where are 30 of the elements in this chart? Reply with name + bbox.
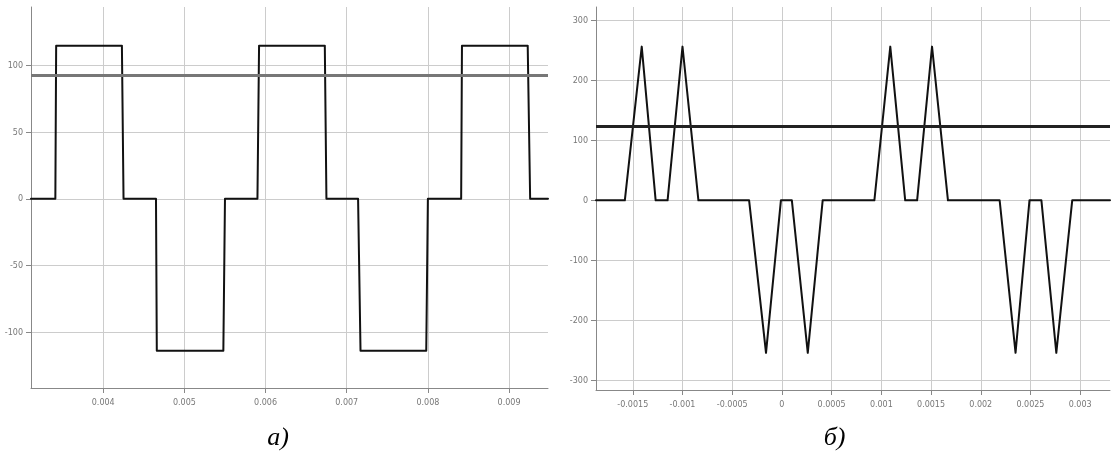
y-tick-label: 50 bbox=[12, 127, 23, 137]
y-tick-label: 0 bbox=[17, 194, 23, 204]
x-tick-label: 0.007 bbox=[335, 397, 359, 407]
x-tick-label: 0.009 bbox=[497, 397, 521, 407]
y-tick-label: 0 bbox=[582, 195, 588, 205]
x-tick-label: -0.0005 bbox=[716, 399, 748, 409]
x-tick-label: 0.0025 bbox=[1016, 399, 1045, 409]
x-tick-label: -0.0015 bbox=[617, 399, 649, 409]
x-tick-label: 0 bbox=[779, 399, 785, 409]
x-tick-label: 0.0015 bbox=[917, 399, 946, 409]
y-tick-label: 300 bbox=[572, 15, 588, 25]
text: а) bbox=[267, 421, 289, 451]
y-tick-label: -50 bbox=[9, 260, 23, 270]
x-tick-label: 0.002 bbox=[969, 399, 993, 409]
x-tick-label: 0.005 bbox=[172, 397, 196, 407]
x-tick-label: 0.001 bbox=[869, 399, 893, 409]
y-tick-label: -200 bbox=[569, 315, 588, 325]
x-tick-label: 0.0005 bbox=[817, 399, 846, 409]
y-tick-label: -100 bbox=[4, 327, 23, 337]
x-tick-label: 0.008 bbox=[416, 397, 440, 407]
text: б) bbox=[823, 421, 846, 451]
y-tick-label: -300 bbox=[569, 375, 588, 385]
x-tick-label: -0.001 bbox=[669, 399, 696, 409]
y-tick-label: 100 bbox=[572, 135, 588, 145]
y-tick-label: -100 bbox=[569, 255, 588, 265]
y-tick-label: 100 bbox=[7, 61, 23, 71]
x-tick-label: 0.004 bbox=[91, 397, 115, 407]
x-tick-label: 0.003 bbox=[1068, 399, 1092, 409]
y-tick-label: 200 bbox=[572, 75, 588, 85]
x-tick-label: 0.006 bbox=[254, 397, 278, 407]
